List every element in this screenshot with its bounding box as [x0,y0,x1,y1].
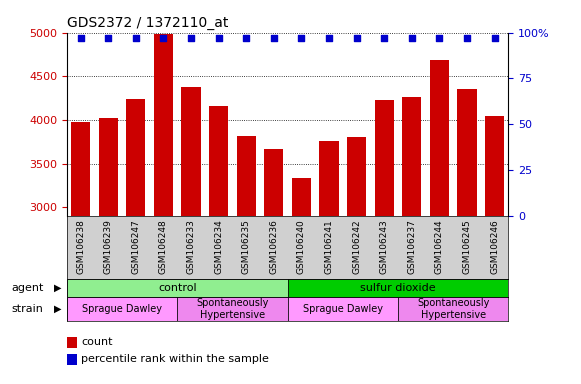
Text: percentile rank within the sample: percentile rank within the sample [81,354,269,364]
Point [352,35,361,41]
Text: control: control [158,283,196,293]
Text: GSM106247: GSM106247 [131,219,140,274]
Text: strain: strain [12,304,44,314]
Bar [209,106,228,384]
Point [131,35,141,41]
Text: Spontaneously
Hypertensive: Spontaneously Hypertensive [417,298,489,319]
Point [462,35,472,41]
Bar [457,89,476,384]
Bar [177,297,288,321]
Bar [67,279,288,297]
Text: GSM106236: GSM106236 [270,219,278,274]
Bar [288,279,508,297]
Text: ▶: ▶ [55,304,62,314]
Text: Sprague Dawley: Sprague Dawley [82,304,162,314]
Point [490,35,499,41]
Bar [264,149,284,384]
Point [324,35,333,41]
Bar [71,122,90,384]
Bar [485,116,504,384]
Bar [292,177,311,384]
Point [159,35,168,41]
Bar [181,87,200,384]
Text: GDS2372 / 1372110_at: GDS2372 / 1372110_at [67,16,228,30]
Text: GSM106241: GSM106241 [325,219,333,274]
Bar [398,297,508,321]
Bar [236,136,256,384]
Point [407,35,417,41]
Text: GSM106237: GSM106237 [407,219,416,274]
Point [379,35,389,41]
Bar [126,99,145,384]
Point [103,35,113,41]
Text: GSM106242: GSM106242 [352,219,361,274]
Text: GSM106243: GSM106243 [380,219,389,274]
Bar [320,141,339,384]
Text: sulfur dioxide: sulfur dioxide [360,283,436,293]
Text: GSM106235: GSM106235 [242,219,250,274]
Bar [288,297,398,321]
Text: ▶: ▶ [55,283,62,293]
Text: GSM106244: GSM106244 [435,219,444,274]
Point [269,35,278,41]
Text: Spontaneously
Hypertensive: Spontaneously Hypertensive [196,298,268,319]
Text: GSM106246: GSM106246 [490,219,499,274]
Point [214,35,223,41]
Bar [347,137,366,384]
Text: GSM106239: GSM106239 [104,219,113,274]
Text: GSM106233: GSM106233 [187,219,195,274]
Text: GSM106240: GSM106240 [297,219,306,274]
Bar [154,35,173,384]
Point [242,35,251,41]
Point [187,35,196,41]
Text: GSM106234: GSM106234 [214,219,223,274]
Text: GSM106248: GSM106248 [159,219,168,274]
Text: agent: agent [11,283,44,293]
Text: GSM106245: GSM106245 [462,219,471,274]
Bar [430,60,449,384]
Bar [67,297,177,321]
Bar [402,97,421,384]
Point [297,35,306,41]
Text: Sprague Dawley: Sprague Dawley [303,304,383,314]
Bar [375,100,394,384]
Bar [99,118,118,384]
Text: GSM106238: GSM106238 [76,219,85,274]
Point [435,35,444,41]
Point [76,35,85,41]
Text: count: count [81,337,113,347]
